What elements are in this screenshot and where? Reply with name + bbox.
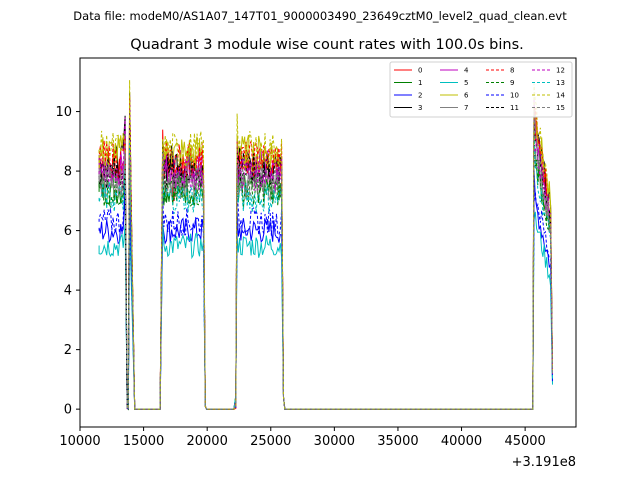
legend-label-6: 6 xyxy=(464,92,469,100)
y-tick-label: 8 xyxy=(64,165,72,180)
plot-frame xyxy=(79,57,577,428)
legend-label-1: 1 xyxy=(418,79,422,87)
x-offset-label: +3.191e8 xyxy=(512,455,576,470)
legend-label-11: 11 xyxy=(510,104,519,112)
axis-group: 10000 15000 20000 25000 30000 35000 40000 45000… xyxy=(55,105,545,449)
legend-frame xyxy=(389,61,573,118)
legend-label-8: 8 xyxy=(510,67,514,75)
series-line-5 xyxy=(98,211,553,410)
legend-label-7: 7 xyxy=(464,104,468,112)
series-line-1 xyxy=(98,154,553,410)
series-group xyxy=(98,79,553,411)
legend-label-14: 14 xyxy=(556,92,565,100)
legend-label-10: 10 xyxy=(510,92,519,100)
x-tick-label: 20000 xyxy=(186,434,227,449)
legend-label-12: 12 xyxy=(556,67,565,75)
y-tick-label: 2 xyxy=(64,343,72,358)
chart-suptitle: Data file: modeM0/AS1A07_147T01_90000034… xyxy=(73,9,567,23)
y-tick-label: 6 xyxy=(64,224,72,239)
series-line-15 xyxy=(98,111,553,411)
legend-label-2: 2 xyxy=(418,92,422,100)
x-tick-label: 30000 xyxy=(314,434,355,449)
legend-label-0: 0 xyxy=(418,67,422,75)
series-line-14 xyxy=(98,79,553,410)
series-line-10 xyxy=(98,180,553,410)
series-line-13 xyxy=(98,130,553,410)
legend-label-9: 9 xyxy=(510,79,514,87)
legend-label-5: 5 xyxy=(464,79,468,87)
legend-label-13: 13 xyxy=(556,79,565,87)
x-tick-label: 15000 xyxy=(123,434,164,449)
series-line-2 xyxy=(98,169,553,411)
series-line-8 xyxy=(98,96,553,410)
y-tick-label: 10 xyxy=(55,105,72,120)
x-tick-label: 45000 xyxy=(504,434,545,449)
chart-title: Quadrant 3 module wise count rates with … xyxy=(130,37,524,53)
x-tick-label: 25000 xyxy=(250,434,291,449)
x-tick-label: 35000 xyxy=(377,434,418,449)
y-tick-label: 4 xyxy=(64,284,72,299)
series-line-12 xyxy=(98,103,553,410)
y-tick-label: 0 xyxy=(64,403,72,418)
x-tick-label: 40000 xyxy=(441,434,482,449)
legend-label-3: 3 xyxy=(418,104,422,112)
legend-label-4: 4 xyxy=(464,67,469,75)
x-tick-label: 10000 xyxy=(59,434,100,449)
legend-label-15: 15 xyxy=(556,104,565,112)
